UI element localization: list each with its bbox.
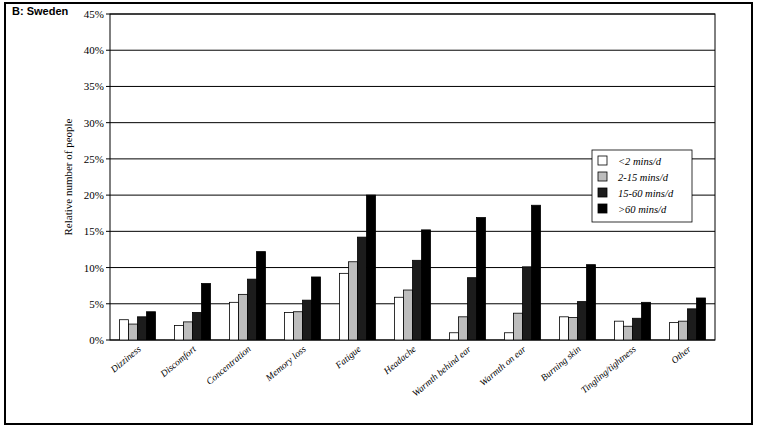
bar [230,302,239,340]
bar [395,297,404,340]
tick-label: 45% [84,8,104,20]
tick-label: 25% [84,153,104,165]
bar [358,237,367,340]
legend-box [592,150,692,222]
tick-label: 0% [89,334,104,346]
bar [459,317,468,340]
plot-frame [110,14,715,340]
legend-label: 2-15 mins/d [618,172,669,183]
bar [367,195,376,340]
bar [120,320,129,340]
tick-mark [106,86,110,87]
bar [670,323,679,340]
legend-label: >60 mins/d [618,204,667,215]
bar [175,326,184,340]
bar [642,302,651,340]
bar [138,317,147,340]
bar [193,312,202,340]
y-axis-label: Relative number of people [62,118,74,235]
bar [404,290,413,340]
tick-label: 5% [89,298,104,310]
tick-label: 15% [84,225,104,237]
bar [587,265,596,340]
bar [477,218,486,340]
tick-mark [106,14,110,15]
legend-label: <2 mins/d [618,156,662,167]
tick-label: 40% [84,44,104,56]
tick-label: 35% [84,80,104,92]
category-label: Warmth behind ear [410,344,473,399]
grid-line [110,231,715,232]
bar [303,300,312,340]
bar [697,298,706,340]
bar [285,312,294,340]
bar [202,283,211,340]
category-label: Discomfort [158,344,198,380]
legend-swatch [598,188,607,197]
bar [129,324,138,340]
chart: B: Sweden 0% 5% 10% 15% 20% 25% 30% 35% 40% 45% Rel… [0,0,758,428]
tick-label: 30% [84,117,104,129]
category-label: Tingling/tightness [579,344,638,396]
category-label: Memory loss [263,344,308,384]
bar [413,260,422,340]
tick-label: 20% [84,189,104,201]
bar [257,252,266,340]
bar [688,309,697,340]
grid-line [110,122,715,123]
bar [560,317,569,340]
tick-label: 10% [84,262,104,274]
category-label: Other [669,344,693,366]
tick-mark [106,195,110,196]
legend-swatch [598,204,607,213]
tick-mark [106,122,110,123]
legend: <2 mins/d 2-15 mins/d 15-60 mins/d >60 mins… [592,150,692,222]
category-label: Warmth on ear [478,344,528,388]
bar [615,321,624,340]
bar [349,262,358,340]
bar [505,333,514,340]
tick-mark [106,158,110,159]
bar [184,322,193,340]
tick-mark [106,340,110,341]
category-label: Headache [381,344,418,377]
tick-mark [106,267,110,268]
bar [468,278,477,340]
bar [532,205,541,340]
bar [450,333,459,340]
bar [248,279,257,340]
category-label: Dizziness [108,344,143,376]
bar [569,318,578,340]
grid-line [110,50,715,51]
title: B: Sweden [12,5,69,17]
bar [312,277,321,340]
tick-mark [106,303,110,304]
bar [147,312,156,340]
legend-swatch [598,156,607,165]
grid-line [110,86,715,87]
bar [514,313,523,340]
tick-mark [106,50,110,51]
bar [679,321,688,340]
legend-label: 15-60 mins/d [618,188,674,199]
category-label: Burning skin [539,344,583,383]
bar [340,273,349,340]
bar [624,326,633,340]
category-label: Concentration [204,344,253,387]
bar [523,267,532,340]
bar [633,318,642,340]
tick-mark [106,231,110,232]
bar [294,312,303,340]
bar [422,230,431,340]
bar [578,302,587,340]
legend-swatch [598,172,607,181]
bar [239,294,248,340]
outer-frame [5,3,752,424]
category-label: Fatigue [333,344,363,371]
